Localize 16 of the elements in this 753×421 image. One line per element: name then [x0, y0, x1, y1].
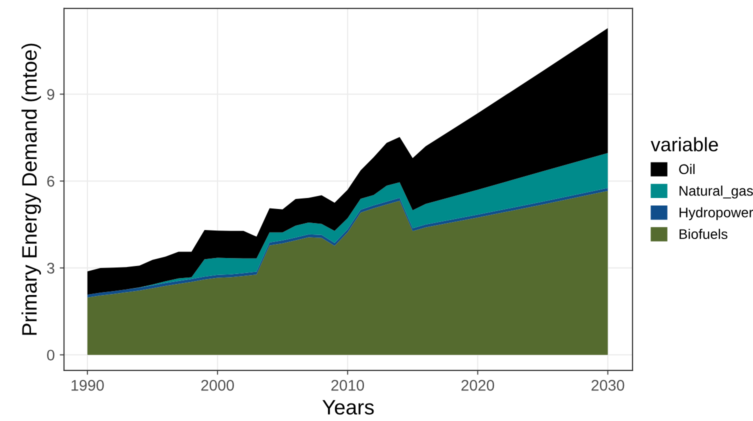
y-tick-label: 3 [47, 262, 54, 274]
y-axis-title: Primary Energy Demand (mtoe) [22, 44, 41, 335]
legend-title: variable [650, 137, 718, 152]
x-tick-label: 2010 [331, 380, 364, 391]
y-tick-label: 6 [47, 176, 54, 187]
x-tick-label: 2030 [592, 380, 624, 391]
y-tick-label: 9 [47, 89, 54, 100]
x-tick-label: 1990 [72, 380, 104, 391]
y-tick-label: 0 [47, 350, 54, 361]
x-tick-label: 2000 [201, 380, 234, 391]
legend-label: Oil [679, 164, 695, 174]
legend-label: Natural_gas [680, 186, 753, 199]
x-tick-label: 2020 [461, 380, 494, 391]
legend-label: Hydropower [680, 207, 753, 220]
legend-label: Biofuels [680, 228, 728, 240]
x-axis-title: Years [322, 400, 374, 415]
